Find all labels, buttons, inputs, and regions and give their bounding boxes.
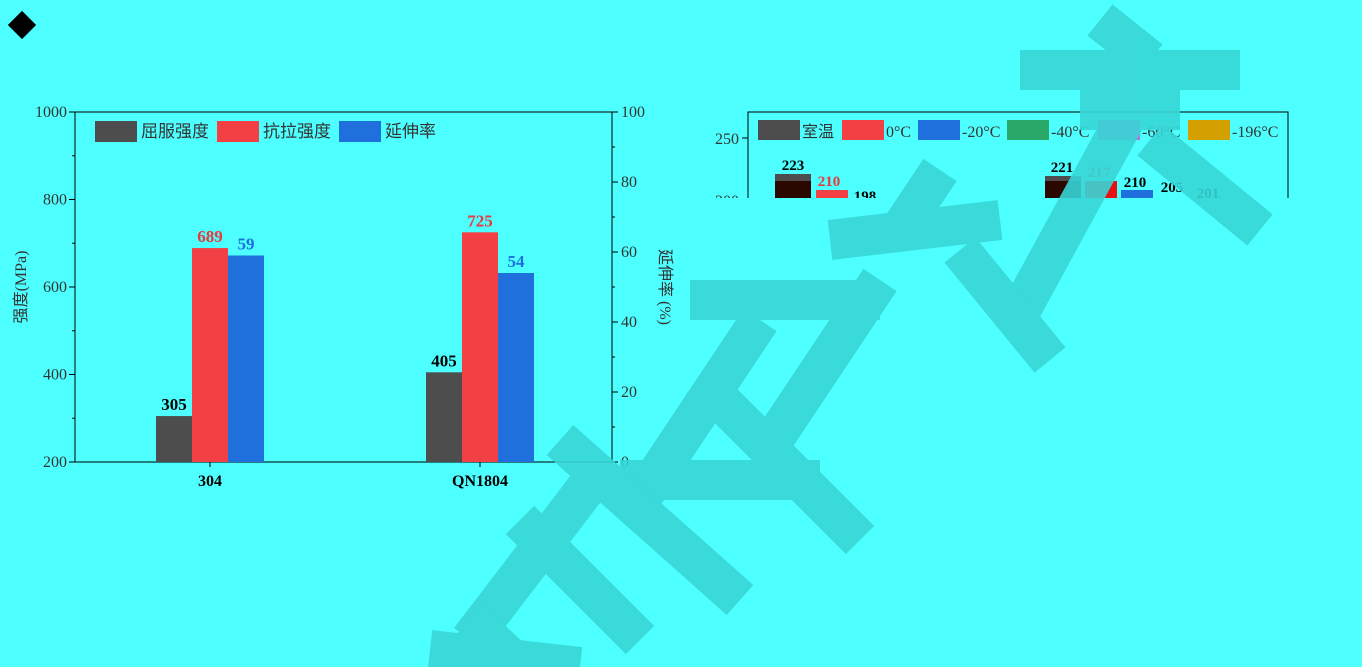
bar xyxy=(498,273,534,462)
x-tick-label: QN1804 xyxy=(452,473,508,490)
y-tick-label: 200 xyxy=(43,454,67,471)
legend-swatch xyxy=(918,120,960,140)
y-tick-label: 400 xyxy=(43,367,67,384)
legend-label: 0°C xyxy=(886,124,911,141)
data-label: 725 xyxy=(467,211,493,230)
data-label: 198 xyxy=(854,189,877,205)
bar xyxy=(228,255,264,462)
bar xyxy=(775,181,811,198)
data-label: 689 xyxy=(197,227,223,246)
data-label: 305 xyxy=(161,395,187,414)
x-tick-label: 304 xyxy=(198,473,222,490)
legend-label: 延伸率 xyxy=(385,122,436,141)
y2-tick-label: 20 xyxy=(621,384,637,401)
plot-frame-2 xyxy=(747,111,1289,198)
bar xyxy=(816,190,848,198)
legend-swatch xyxy=(217,121,259,142)
y-tick-label: 800 xyxy=(43,192,67,209)
legend-label: 屈服强度 xyxy=(141,122,209,141)
cropped-chart-2: 250 200 室温 0°C -20°C -40°C -60°C -196°C 223 210 19… xyxy=(715,111,1289,210)
legend-label: -20°C xyxy=(962,124,1000,141)
legend-label: 抗拉强度 xyxy=(263,122,331,141)
data-label: 405 xyxy=(431,351,457,370)
y2-axis-label: 延伸率 (%) xyxy=(656,249,674,325)
legend-label: -60°C xyxy=(1142,124,1180,141)
bar xyxy=(1045,181,1081,198)
legend-swatch xyxy=(1098,120,1140,140)
data-label: 210 xyxy=(1124,175,1147,191)
legend-swatch xyxy=(1188,120,1230,140)
legend-label: -40°C xyxy=(1051,124,1089,141)
bar xyxy=(1085,181,1117,198)
data-label: 201 xyxy=(1197,186,1220,202)
y2-tick-label: 60 xyxy=(621,244,637,261)
data-label: 205 xyxy=(1161,180,1184,196)
bar xyxy=(426,372,462,462)
bar xyxy=(462,232,498,462)
data-label: 54 xyxy=(508,252,526,271)
y-tick-label: 200 xyxy=(715,193,739,210)
y-tick-label: 1000 xyxy=(35,104,67,121)
data-label: 223 xyxy=(782,158,805,174)
legend-label: -196°C xyxy=(1232,124,1278,141)
y-axis-label: 强度(MPa) xyxy=(12,251,30,324)
y2-tick-label: 40 xyxy=(621,314,637,331)
bar xyxy=(192,248,228,462)
legend-label: 室温 xyxy=(802,123,834,141)
legend-swatch xyxy=(1007,120,1049,140)
bar xyxy=(156,416,192,462)
legend-swatch xyxy=(95,121,137,142)
y2-tick-label: 100 xyxy=(621,104,645,121)
legend-swatch xyxy=(842,120,884,140)
data-label: 59 xyxy=(238,235,255,254)
y-tick-label: 600 xyxy=(43,279,67,296)
legend-swatch xyxy=(758,120,800,140)
y2-tick-label: 80 xyxy=(621,174,637,191)
data-label: 221 xyxy=(1051,160,1074,176)
y-tick-label: 250 xyxy=(715,131,739,148)
bar xyxy=(1121,190,1153,198)
data-label: 217 xyxy=(1088,165,1111,181)
y2-tick-label: 0 xyxy=(621,454,629,471)
legend-swatch xyxy=(339,121,381,142)
data-label: 210 xyxy=(818,174,841,190)
